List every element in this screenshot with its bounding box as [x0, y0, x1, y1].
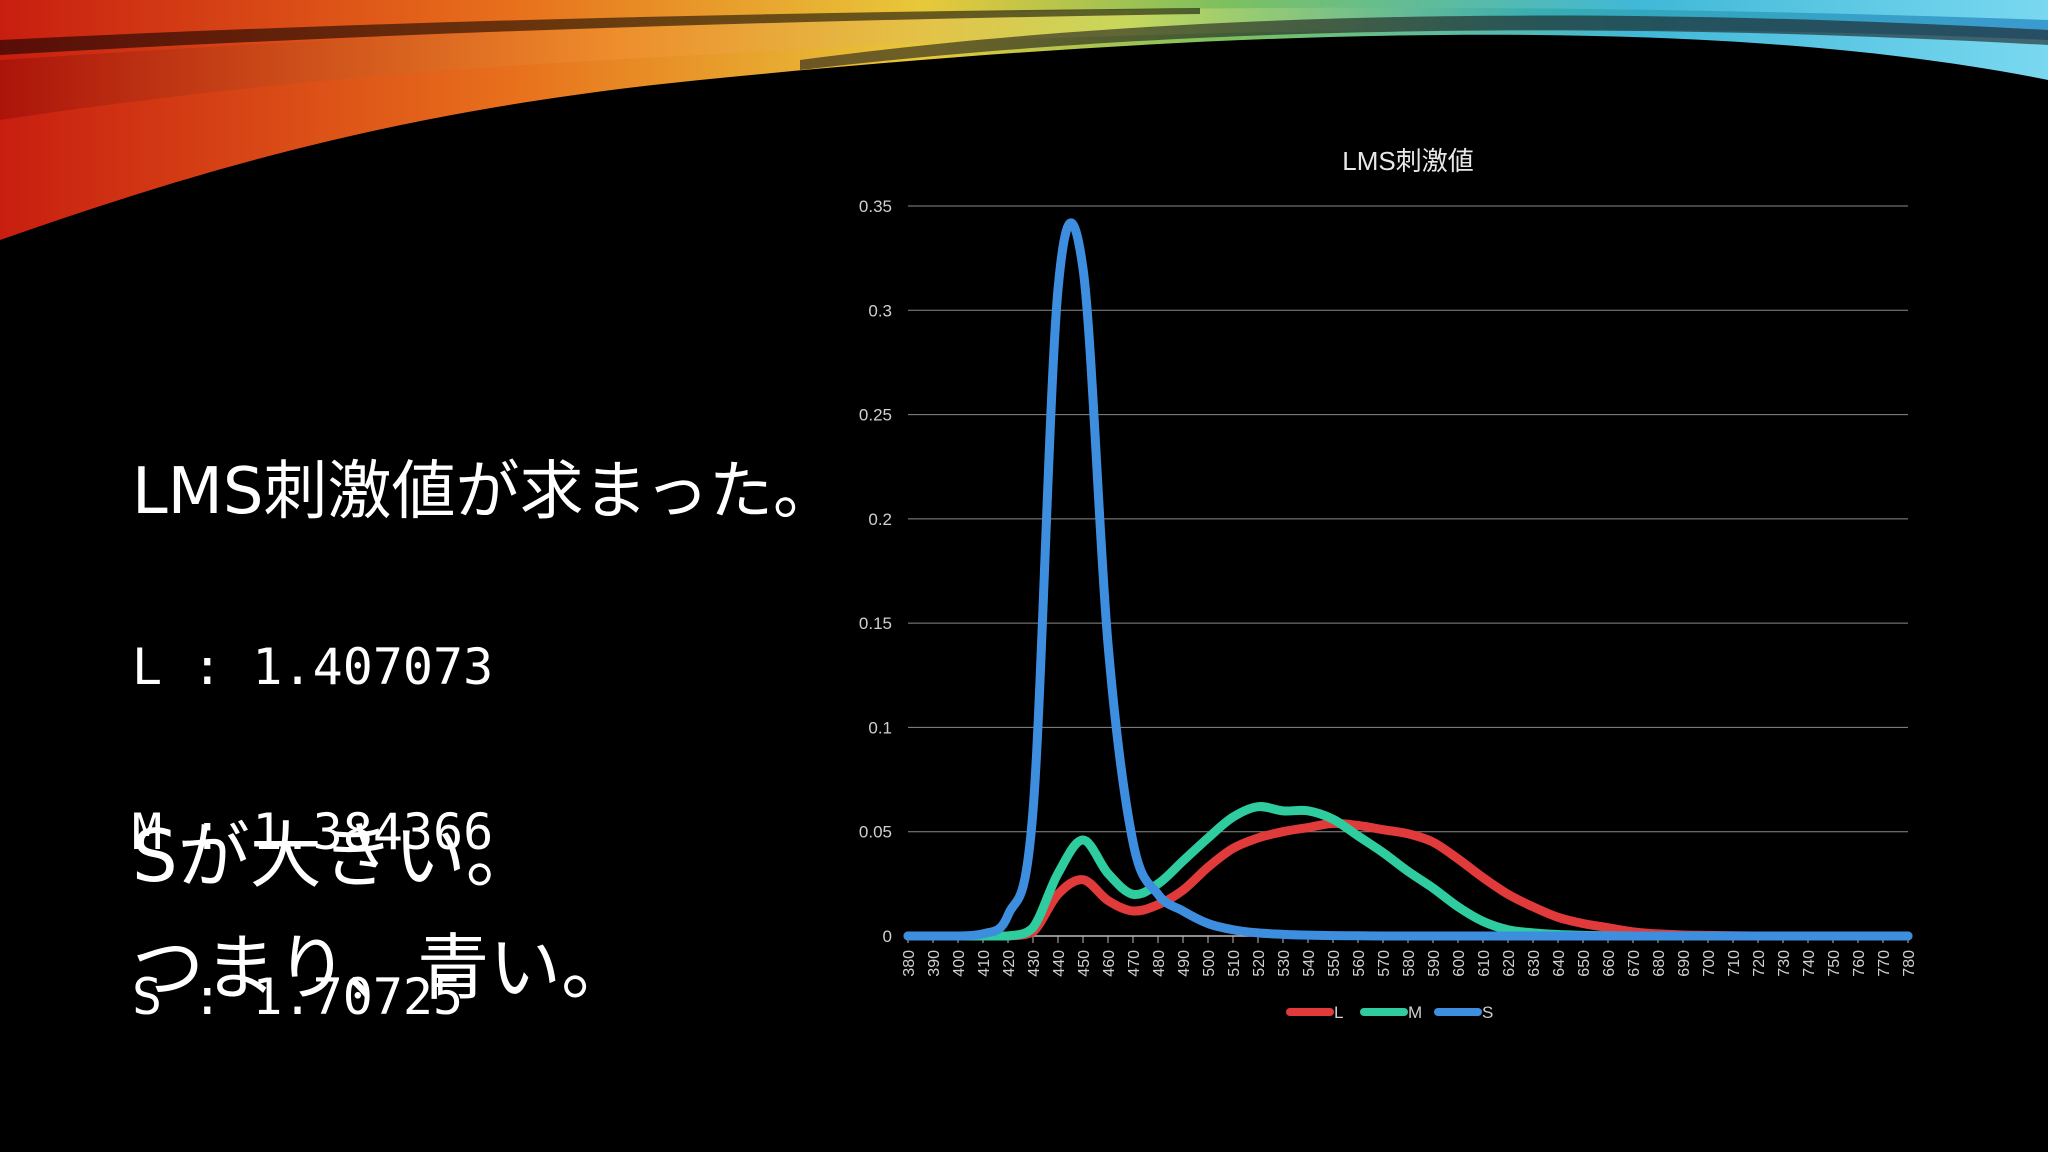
- y-tick-label: 0.05: [859, 823, 892, 842]
- x-tick-label: 460: [1101, 950, 1118, 977]
- conclusion-line-1: Sが大きい。: [132, 814, 538, 898]
- y-tick-label: 0.25: [859, 406, 892, 425]
- x-tick-label: 640: [1551, 950, 1568, 977]
- x-tick-label: 630: [1526, 950, 1543, 977]
- x-tick-label: 570: [1376, 950, 1393, 977]
- x-tick-label: 710: [1726, 950, 1743, 977]
- x-tick-label: 590: [1426, 950, 1443, 977]
- y-tick-label: 0.15: [859, 614, 892, 633]
- x-tick-label: 470: [1126, 950, 1143, 977]
- x-tick-label: 660: [1601, 950, 1618, 977]
- x-tick-label: 610: [1476, 950, 1493, 977]
- x-tick-label: 560: [1351, 950, 1368, 977]
- chart-title: LMS刺激値: [1342, 146, 1473, 176]
- x-tick-label: 500: [1201, 950, 1218, 977]
- y-tick-label: 0.1: [868, 718, 892, 737]
- x-tick-label: 510: [1226, 950, 1243, 977]
- x-tick-label: 730: [1776, 950, 1793, 977]
- x-tick-label: 770: [1876, 950, 1893, 977]
- x-tick-label: 620: [1501, 950, 1518, 977]
- x-tick-label: 720: [1751, 950, 1768, 977]
- y-tick-label: 0.2: [868, 510, 892, 529]
- x-tick-label: 480: [1151, 950, 1168, 977]
- y-tick-label: 0.35: [859, 197, 892, 216]
- x-tick-label: 600: [1451, 950, 1468, 977]
- x-tick-label: 520: [1251, 950, 1268, 977]
- x-tick-label: 580: [1401, 950, 1418, 977]
- x-tick-label: 400: [951, 950, 968, 977]
- x-tick-label: 440: [1051, 950, 1068, 977]
- x-tick-label: 700: [1701, 950, 1718, 977]
- conclusion-line-2: つまり、青い。: [132, 926, 634, 1010]
- value-row-l: L : 1.407073: [132, 638, 494, 696]
- slide-heading: LMS刺激値が求まった。: [132, 455, 837, 529]
- x-tick-label: 430: [1026, 950, 1043, 977]
- x-tick-label: 690: [1676, 950, 1693, 977]
- x-tick-label: 540: [1301, 950, 1318, 977]
- x-tick-label: 410: [976, 950, 993, 977]
- x-tick-label: 740: [1801, 950, 1818, 977]
- legend-label-s: S: [1482, 1003, 1493, 1022]
- value-row-s: S : 1.70725: [132, 968, 464, 1026]
- x-tick-label: 680: [1651, 950, 1668, 977]
- x-tick-label: 650: [1576, 950, 1593, 977]
- x-tick-label: 550: [1326, 950, 1343, 977]
- series-line-m: [903, 802, 1913, 941]
- lms-values: L : 1.407073 M : 1.384366 S : 1.70725: [132, 530, 493, 1080]
- series-line-s: [903, 218, 1913, 941]
- x-tick-label: 490: [1176, 950, 1193, 977]
- x-tick-label: 670: [1626, 950, 1643, 977]
- lms-chart: LMS刺激値 0 0.05 0.1 0.15 0.2 0.25 0.3 0.35 380 390 40…: [859, 146, 1918, 1022]
- x-tick-label: 420: [1001, 950, 1018, 977]
- legend-label-l: L: [1334, 1003, 1343, 1022]
- conclusion: Sが大きい。 つまり、青い。: [132, 800, 633, 1024]
- x-tick-label: 760: [1851, 950, 1868, 977]
- decorative-banner: [0, 0, 2048, 240]
- x-tick-label: 380: [901, 950, 918, 977]
- y-tick-label: 0.3: [868, 301, 892, 320]
- legend-label-m: M: [1408, 1003, 1422, 1022]
- x-tick-label: 750: [1826, 950, 1843, 977]
- x-tick-label: 780: [1901, 950, 1918, 977]
- y-tick-label: 0: [883, 927, 892, 946]
- x-tick-label: 450: [1076, 950, 1093, 977]
- x-tick-label: 390: [926, 950, 943, 977]
- value-row-m: M : 1.384366: [132, 803, 494, 861]
- x-tick-label: 530: [1276, 950, 1293, 977]
